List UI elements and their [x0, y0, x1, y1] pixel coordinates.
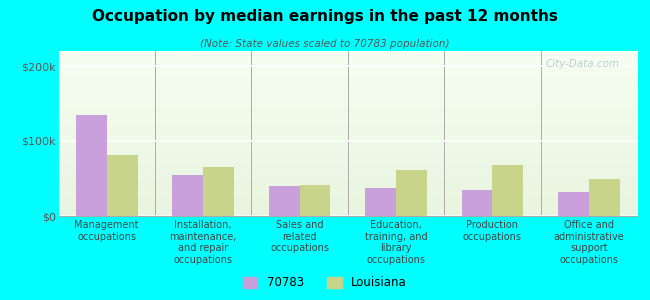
Bar: [493, 165, 523, 216]
Bar: [396, 169, 427, 216]
Bar: [107, 154, 138, 216]
Text: (Note: State values scaled to 70783 population): (Note: State values scaled to 70783 popu…: [200, 39, 450, 49]
Bar: [462, 190, 492, 216]
Bar: [268, 186, 300, 216]
Bar: [558, 192, 589, 216]
Bar: [589, 178, 619, 216]
Bar: [76, 115, 107, 216]
Text: Occupation by median earnings in the past 12 months: Occupation by median earnings in the pas…: [92, 9, 558, 24]
Text: City-Data.com: City-Data.com: [545, 59, 619, 69]
Bar: [172, 175, 203, 216]
Bar: [365, 188, 396, 216]
Bar: [203, 167, 234, 216]
Bar: [300, 184, 330, 216]
Legend: 70783, Louisiana: 70783, Louisiana: [239, 272, 411, 294]
